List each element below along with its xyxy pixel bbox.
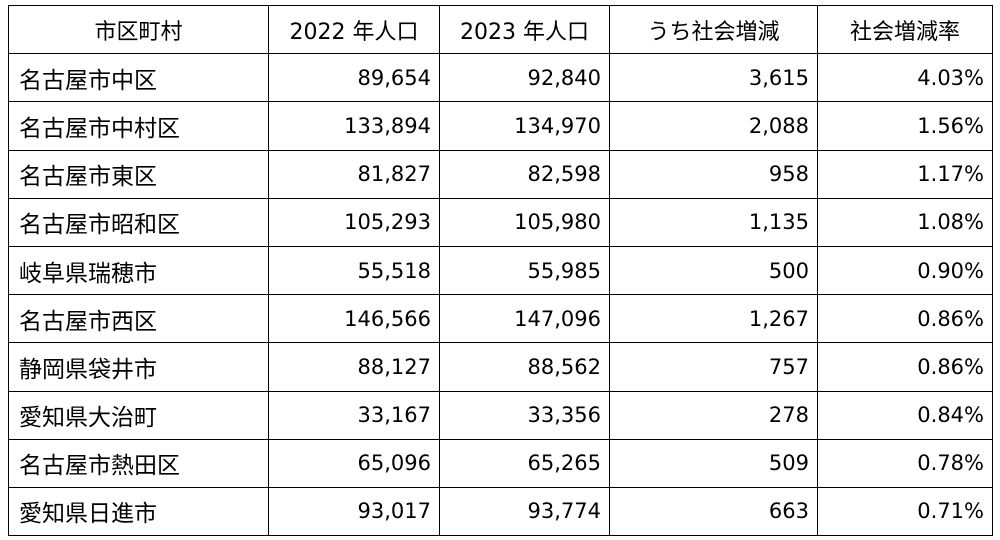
cell-population-2023: 92,840: [439, 53, 610, 103]
cell-social-change-rate: 1.08%: [817, 197, 993, 247]
header-population-2023: 2023 年人口: [439, 4, 610, 55]
cell-social-change-rate: 1.56%: [817, 101, 993, 151]
cell-social-change: 3,615: [609, 53, 818, 103]
table-header-row: 市区町村 2022 年人口 2023 年人口 うち社会増減 社会増減率: [8, 4, 993, 55]
header-social-change: うち社会増減: [609, 4, 818, 55]
cell-social-change-rate: 0.86%: [817, 342, 993, 392]
cell-population-2022: 33,167: [268, 390, 440, 440]
cell-population-2023: 82,598: [439, 149, 610, 199]
cell-population-2022: 81,827: [268, 149, 440, 199]
cell-social-change-rate: 0.90%: [817, 245, 993, 296]
cell-social-change-rate: 0.71%: [817, 486, 993, 537]
cell-population-2022: 89,654: [268, 53, 440, 103]
table-row: 岐阜県瑞穂市 55,518 55,985 500 0.90%: [8, 245, 993, 296]
cell-population-2022: 93,017: [268, 486, 440, 537]
cell-social-change-rate: 4.03%: [817, 53, 993, 103]
cell-social-change: 1,135: [609, 197, 818, 247]
cell-population-2023: 134,970: [439, 101, 610, 151]
table-row: 名古屋市東区 81,827 82,598 958 1.17%: [8, 149, 993, 199]
cell-population-2023: 93,774: [439, 486, 610, 537]
header-municipality: 市区町村: [8, 4, 269, 55]
cell-social-change: 2,088: [609, 101, 818, 151]
cell-social-change: 509: [609, 438, 818, 488]
header-population-2022: 2022 年人口: [268, 4, 440, 55]
cell-population-2022: 88,127: [268, 342, 440, 392]
cell-social-change-rate: 0.84%: [817, 390, 993, 440]
cell-population-2023: 55,985: [439, 245, 610, 296]
cell-municipality: 愛知県大治町: [8, 390, 269, 440]
table-row: 名古屋市中区 89,654 92,840 3,615 4.03%: [8, 53, 993, 103]
table-row: 名古屋市熱田区 65,096 65,265 509 0.78%: [8, 438, 993, 488]
table-row: 名古屋市西区 146,566 147,096 1,267 0.86%: [8, 294, 993, 344]
cell-social-change: 500: [609, 245, 818, 296]
cell-population-2023: 147,096: [439, 294, 610, 344]
cell-social-change: 278: [609, 390, 818, 440]
cell-municipality: 愛知県日進市: [8, 486, 269, 537]
cell-social-change: 663: [609, 486, 818, 537]
cell-population-2022: 55,518: [268, 245, 440, 296]
cell-social-change: 1,267: [609, 294, 818, 344]
table-row: 名古屋市昭和区 105,293 105,980 1,135 1.08%: [8, 197, 993, 247]
population-table: 市区町村 2022 年人口 2023 年人口 うち社会増減 社会増減率 名古屋市…: [8, 4, 993, 537]
table-row: 愛知県日進市 93,017 93,774 663 0.71%: [8, 486, 993, 537]
cell-social-change: 958: [609, 149, 818, 199]
cell-municipality: 名古屋市中区: [8, 53, 269, 103]
table-row: 静岡県袋井市 88,127 88,562 757 0.86%: [8, 342, 993, 392]
cell-population-2022: 65,096: [268, 438, 440, 488]
cell-population-2022: 146,566: [268, 294, 440, 344]
cell-social-change-rate: 1.17%: [817, 149, 993, 199]
cell-population-2023: 105,980: [439, 197, 610, 247]
population-table-container: 市区町村 2022 年人口 2023 年人口 うち社会増減 社会増減率 名古屋市…: [8, 4, 993, 537]
cell-population-2022: 105,293: [268, 197, 440, 247]
cell-municipality: 名古屋市中村区: [8, 101, 269, 151]
cell-municipality: 名古屋市西区: [8, 294, 269, 344]
cell-population-2023: 33,356: [439, 390, 610, 440]
cell-social-change: 757: [609, 342, 818, 392]
cell-municipality: 静岡県袋井市: [8, 342, 269, 392]
cell-social-change-rate: 0.78%: [817, 438, 993, 488]
cell-population-2023: 88,562: [439, 342, 610, 392]
cell-municipality: 名古屋市昭和区: [8, 197, 269, 247]
cell-municipality: 岐阜県瑞穂市: [8, 245, 269, 296]
cell-population-2022: 133,894: [268, 101, 440, 151]
table-row: 名古屋市中村区 133,894 134,970 2,088 1.56%: [8, 101, 993, 151]
table-row: 愛知県大治町 33,167 33,356 278 0.84%: [8, 390, 993, 440]
cell-population-2023: 65,265: [439, 438, 610, 488]
cell-municipality: 名古屋市熱田区: [8, 438, 269, 488]
cell-social-change-rate: 0.86%: [817, 294, 993, 344]
cell-municipality: 名古屋市東区: [8, 149, 269, 199]
header-social-change-rate: 社会増減率: [817, 4, 993, 55]
